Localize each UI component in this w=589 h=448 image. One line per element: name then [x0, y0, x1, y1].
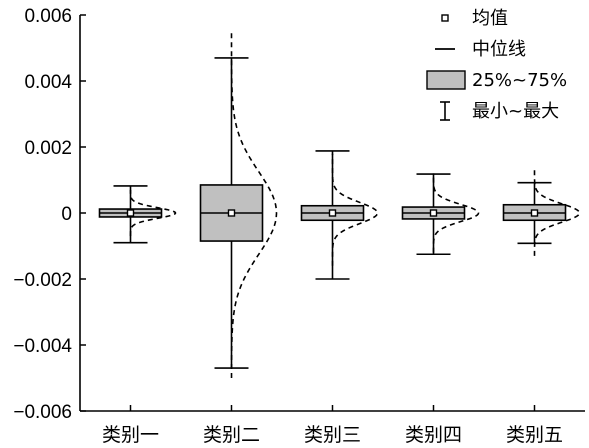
y-tick-label: 0 — [61, 204, 72, 225]
box-group-4 — [401, 173, 480, 256]
distribution-curve — [230, 31, 278, 378]
x-category-label: 类别一 — [102, 424, 159, 446]
legend-label: 中位线 — [472, 39, 526, 60]
distribution-curve — [432, 173, 480, 253]
x-category-label: 类别五 — [506, 424, 563, 446]
x-category-label: 类别四 — [405, 424, 462, 446]
y-tick-label: −0.006 — [13, 402, 72, 423]
box-group-2 — [199, 31, 278, 378]
distribution-curve — [129, 189, 177, 237]
y-tick-label: 0.004 — [24, 72, 72, 93]
legend-label: 均值 — [472, 8, 508, 29]
y-tick-label: −0.002 — [13, 270, 72, 291]
legend-mean-symbol — [441, 14, 449, 22]
legend-box-symbol — [426, 70, 466, 90]
mean-marker — [530, 209, 539, 217]
mean-marker — [126, 209, 135, 217]
box-group-5 — [502, 170, 581, 256]
box-group-3 — [300, 150, 379, 280]
mean-marker — [328, 209, 337, 217]
box-group-1 — [98, 185, 177, 244]
x-category-label: 类别三 — [304, 424, 361, 446]
y-tick-label: 0.002 — [24, 138, 72, 159]
distribution-curve — [331, 153, 379, 266]
mean-marker — [227, 209, 236, 217]
y-tick-label: 0.006 — [24, 6, 72, 27]
y-tick-label: −0.004 — [13, 336, 72, 357]
legend-label: 最小~最大 — [472, 101, 559, 122]
x-category-label: 类别二 — [203, 424, 260, 446]
mean-marker — [429, 209, 438, 217]
legend-label: 25%~75% — [472, 70, 567, 91]
